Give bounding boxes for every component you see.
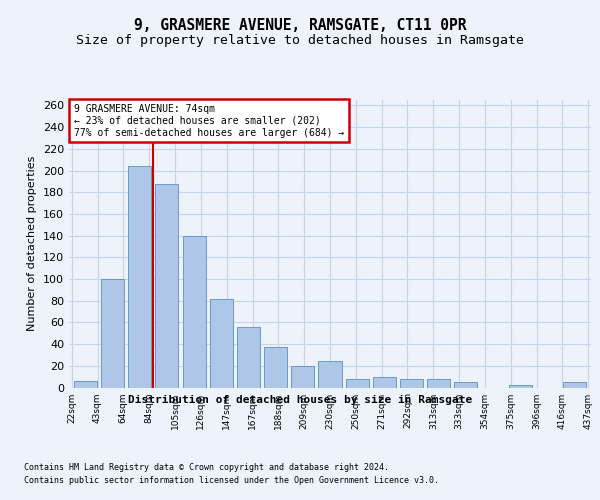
Bar <box>101 279 124 388</box>
Bar <box>563 382 586 388</box>
Bar <box>400 379 423 388</box>
Text: Distribution of detached houses by size in Ramsgate: Distribution of detached houses by size … <box>128 395 472 405</box>
Bar <box>291 366 314 388</box>
Text: Contains HM Land Registry data © Crown copyright and database right 2024.: Contains HM Land Registry data © Crown c… <box>24 462 389 471</box>
Bar <box>319 362 341 388</box>
Text: 9, GRASMERE AVENUE, RAMSGATE, CT11 0PR: 9, GRASMERE AVENUE, RAMSGATE, CT11 0PR <box>134 18 466 32</box>
Text: 9 GRASMERE AVENUE: 74sqm
← 23% of detached houses are smaller (202)
77% of semi-: 9 GRASMERE AVENUE: 74sqm ← 23% of detach… <box>74 104 344 138</box>
Bar <box>454 382 478 388</box>
Text: Size of property relative to detached houses in Ramsgate: Size of property relative to detached ho… <box>76 34 524 47</box>
Bar <box>128 166 151 388</box>
Bar <box>155 184 178 388</box>
Bar <box>209 298 233 388</box>
Y-axis label: Number of detached properties: Number of detached properties <box>28 156 37 332</box>
Bar <box>264 348 287 388</box>
Bar <box>74 381 97 388</box>
Bar <box>182 236 206 388</box>
Bar <box>373 376 396 388</box>
Text: Contains public sector information licensed under the Open Government Licence v3: Contains public sector information licen… <box>24 476 439 485</box>
Bar <box>427 379 451 388</box>
Bar <box>346 379 369 388</box>
Bar <box>509 386 532 388</box>
Bar <box>237 326 260 388</box>
